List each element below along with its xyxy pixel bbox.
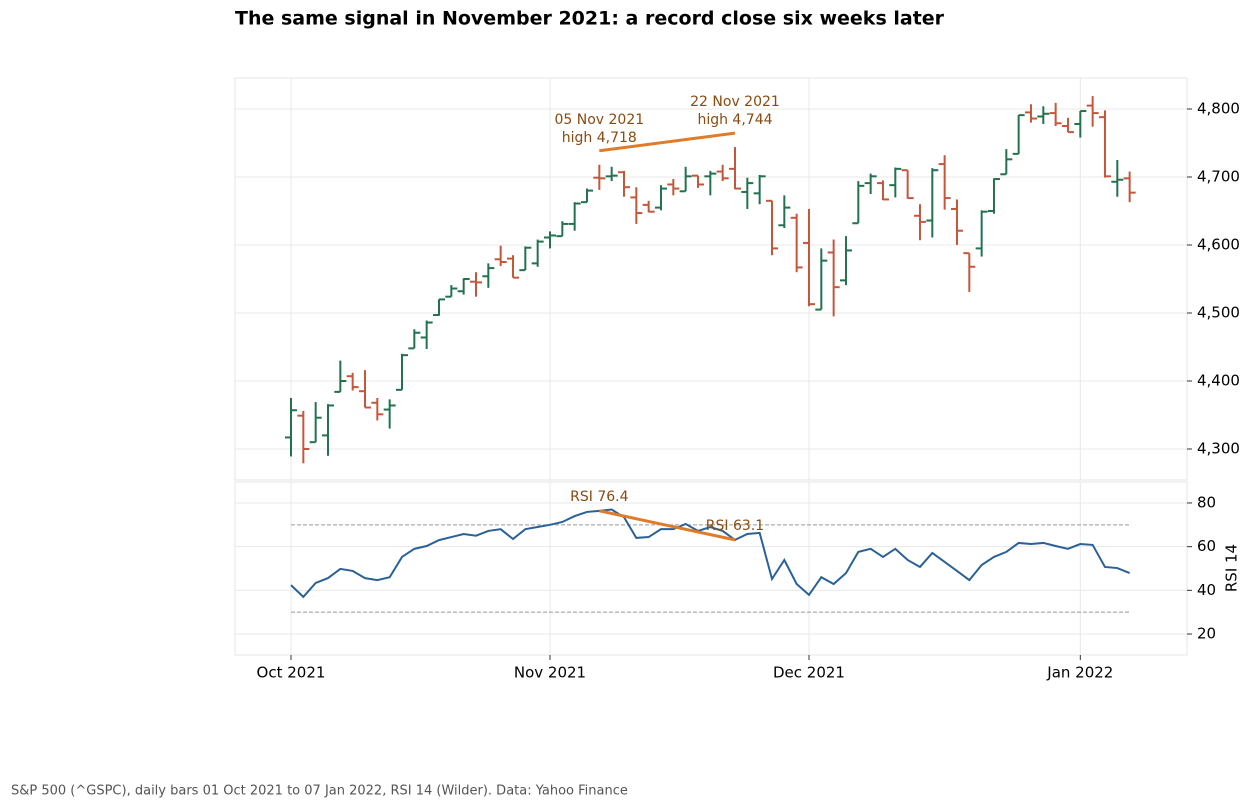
- rsi-panel: [234, 481, 1188, 656]
- annotation: RSI 76.4: [570, 489, 628, 505]
- y-tick-label: 20: [1197, 625, 1216, 643]
- x-tick-label: Dec 2021: [773, 664, 845, 682]
- y-tick-label: 4,700: [1197, 168, 1240, 186]
- annotation: high 4,718: [562, 130, 637, 146]
- x-tick-label: Oct 2021: [257, 664, 326, 682]
- y-tick-label: 4,800: [1197, 100, 1240, 118]
- rsi-line: [290, 508, 1131, 599]
- annotation: 22 Nov 2021: [690, 94, 780, 110]
- y-tick-label: 40: [1197, 581, 1216, 599]
- footer: S&P 500 (^GSPC), daily bars 01 Oct 2021 …: [11, 784, 628, 799]
- y-tick-label: 4,300: [1197, 439, 1240, 457]
- y-tick-label: 80: [1197, 493, 1216, 511]
- x-tick-label: Jan 2022: [1046, 664, 1113, 682]
- annotation: 05 Nov 2021: [554, 112, 644, 128]
- x-tick-label: Nov 2021: [514, 664, 586, 682]
- y-tick-label: 60: [1197, 537, 1216, 555]
- y-tick-label: 4,500: [1197, 303, 1240, 321]
- y-tick-label: 4,600: [1197, 236, 1240, 254]
- annotation: RSI 63.1: [706, 518, 764, 534]
- chart-title: The same signal in November 2021: a reco…: [235, 8, 945, 30]
- annotation: high 4,744: [697, 112, 772, 128]
- price-panel: [234, 77, 1188, 481]
- y-tick-label: 4,400: [1197, 371, 1240, 389]
- divergence-line: [599, 131, 736, 153]
- y-axis-label: RSI 14: [1223, 544, 1241, 592]
- divergence-line: [599, 509, 736, 542]
